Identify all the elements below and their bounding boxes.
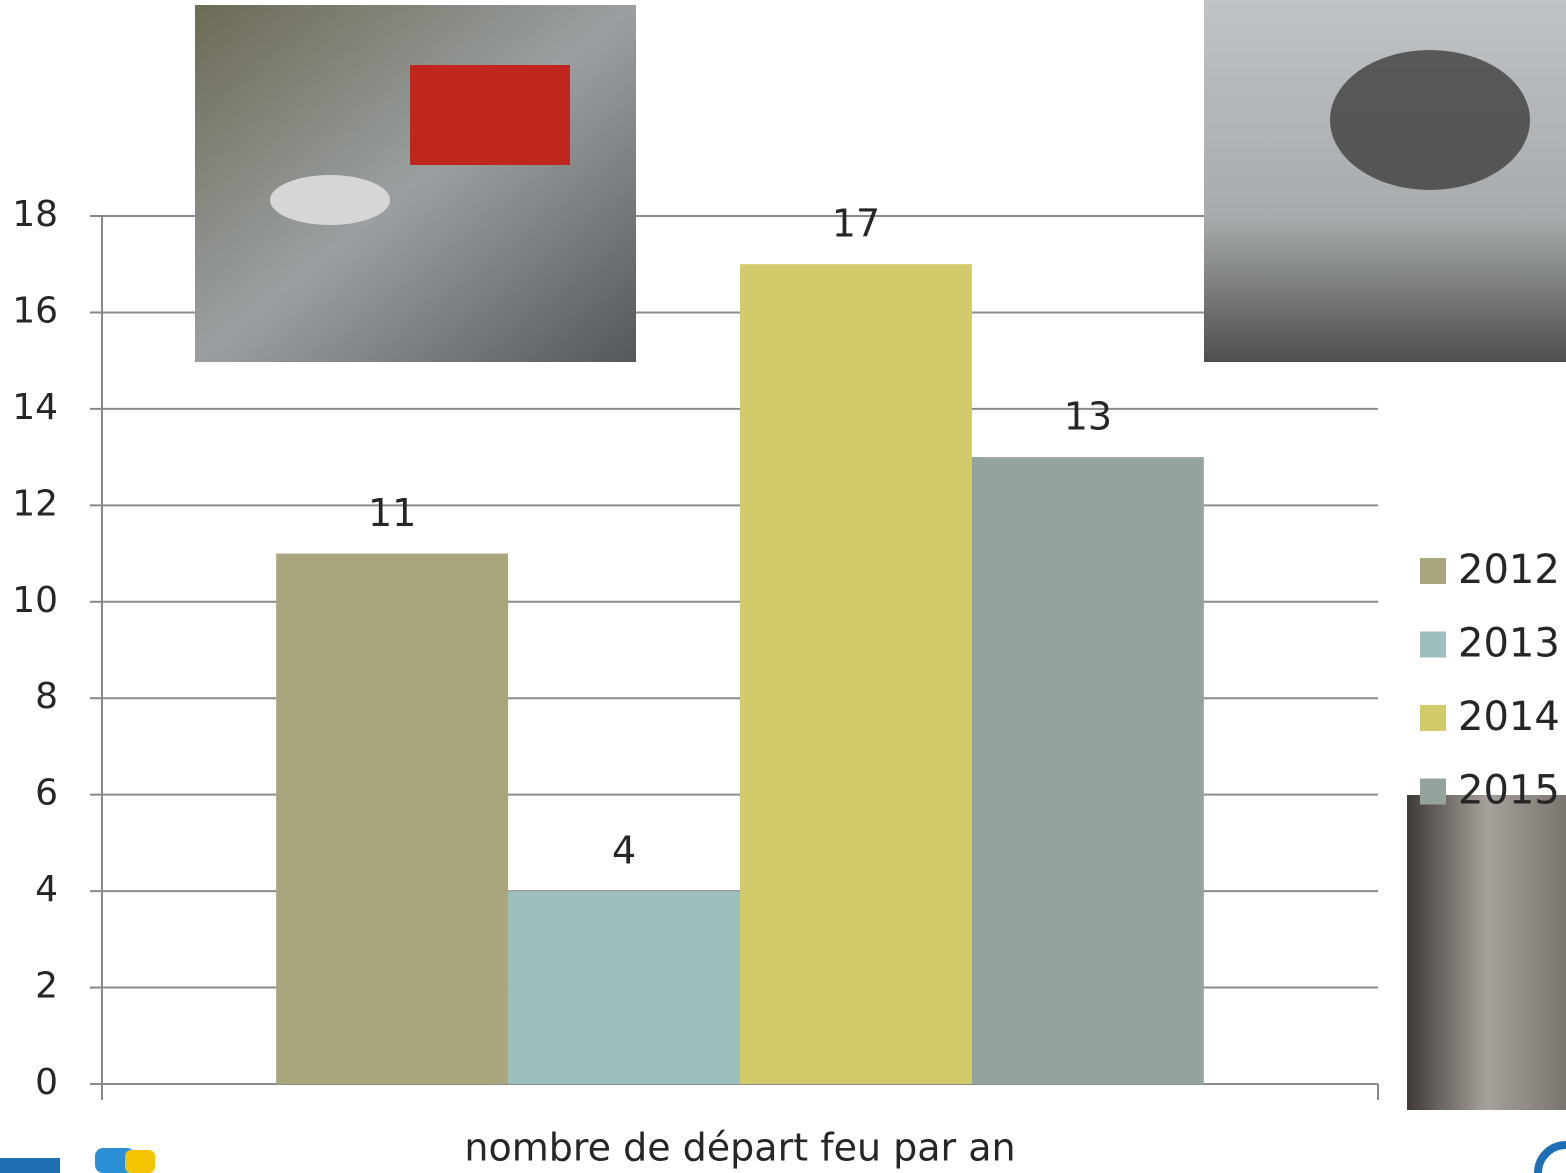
legend-swatch bbox=[1420, 705, 1446, 731]
logo-shape bbox=[125, 1150, 155, 1173]
data-label: 13 bbox=[1064, 395, 1112, 439]
legend-swatch bbox=[1420, 632, 1446, 658]
data-label: 4 bbox=[612, 829, 636, 873]
y-tick-label: 0 bbox=[35, 1062, 58, 1103]
legend-label: 2012 bbox=[1458, 547, 1560, 593]
photo-car bbox=[270, 175, 390, 225]
bar bbox=[740, 264, 972, 1084]
y-tick-label: 18 bbox=[12, 194, 58, 235]
y-tick-label: 2 bbox=[35, 966, 58, 1007]
data-label: 17 bbox=[832, 202, 880, 246]
legend-label: 2013 bbox=[1458, 621, 1560, 667]
bar bbox=[972, 457, 1204, 1084]
chart: 0 2 4 6 8 10 12 14 16 18 11 4 17 13 nombre de départ… bbox=[0, 0, 1566, 1173]
bar bbox=[508, 891, 740, 1084]
y-tick-label: 10 bbox=[12, 580, 58, 621]
y-tick-label: 6 bbox=[35, 773, 58, 814]
photo-burnt-wall bbox=[1407, 795, 1566, 1110]
y-tick-label: 14 bbox=[12, 387, 58, 428]
page: 0 2 4 6 8 10 12 14 16 18 11 4 17 13 nombre de départ… bbox=[0, 0, 1566, 1173]
x-axis-category: nombre de départ feu par an bbox=[464, 1126, 1015, 1170]
y-tick-label: 8 bbox=[35, 676, 58, 717]
y-tick-label: 16 bbox=[12, 290, 58, 331]
bar bbox=[276, 554, 508, 1084]
legend-label: 2015 bbox=[1458, 768, 1560, 814]
y-tick-label: 12 bbox=[12, 483, 58, 524]
photo-smoke bbox=[1330, 50, 1530, 190]
logo-shape bbox=[1538, 1145, 1566, 1173]
legend-label: 2014 bbox=[1458, 694, 1560, 740]
photo-fire-truck bbox=[410, 65, 570, 165]
y-tick-label: 4 bbox=[35, 869, 58, 910]
legend-swatch bbox=[1420, 558, 1446, 584]
data-label: 11 bbox=[368, 491, 416, 535]
photo-parking-fire bbox=[195, 5, 636, 362]
logo-shape bbox=[0, 1158, 60, 1173]
legend-swatch bbox=[1420, 779, 1446, 805]
